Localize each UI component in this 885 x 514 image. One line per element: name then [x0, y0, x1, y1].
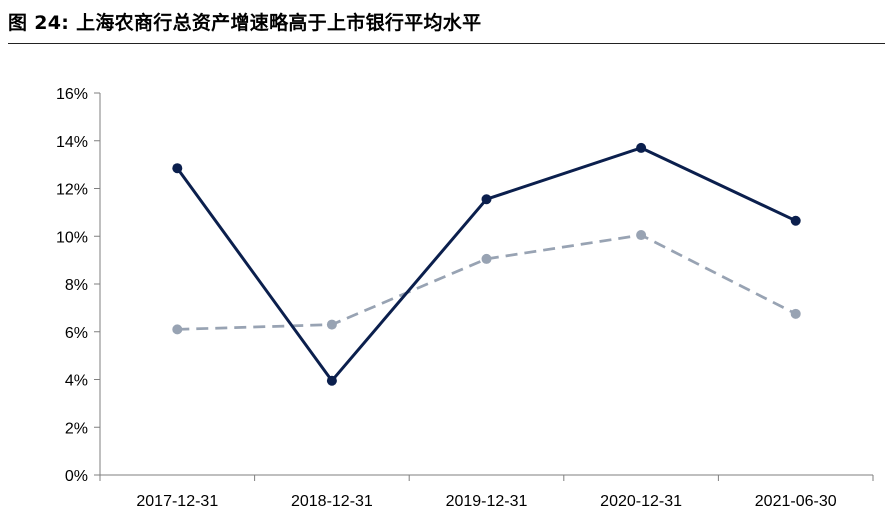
- chart-series: [172, 142, 801, 386]
- series-2-point: [790, 308, 801, 319]
- y-tick-label: 6%: [65, 325, 88, 342]
- series-1-point: [790, 215, 801, 226]
- y-tick-label: 2%: [65, 420, 88, 437]
- x-tick-label: 2017-12-31: [136, 493, 218, 510]
- series-1-line: [176, 146, 797, 383]
- x-tick-label: 2018-12-31: [291, 493, 373, 510]
- y-tick-label: 8%: [65, 277, 88, 294]
- series-1-point: [172, 163, 183, 174]
- y-tick-label: 0%: [65, 468, 88, 485]
- series-2-point: [481, 253, 492, 264]
- x-tick-label: 2020-12-31: [600, 493, 682, 510]
- series-2-point: [172, 324, 183, 335]
- series-2-point: [326, 319, 337, 330]
- series-2-point: [636, 230, 647, 241]
- y-tick-label: 12%: [56, 182, 88, 199]
- y-tick-label: 4%: [65, 373, 88, 390]
- x-tick-label: 2019-12-31: [446, 493, 528, 510]
- y-tick-label: 10%: [56, 229, 88, 246]
- title-rule: [8, 43, 885, 44]
- chart-axes: [94, 92, 874, 481]
- chart-tick-labels: 0% 2% 4% 6% 8% 10% 12% 14% 16% 2017-12-31 2018-12-…: [56, 86, 837, 510]
- figure-title: 图 24: 上海农商行总资产增速略高于上市银行平均水平: [8, 12, 482, 34]
- y-tick-label: 14%: [56, 134, 88, 151]
- series-1-point: [481, 194, 492, 205]
- x-tick-label: 2021-06-30: [755, 493, 837, 510]
- series-1-point: [636, 142, 647, 153]
- series-1-point: [326, 375, 337, 386]
- y-tick-label: 16%: [56, 86, 88, 103]
- series-2-line: [177, 233, 797, 331]
